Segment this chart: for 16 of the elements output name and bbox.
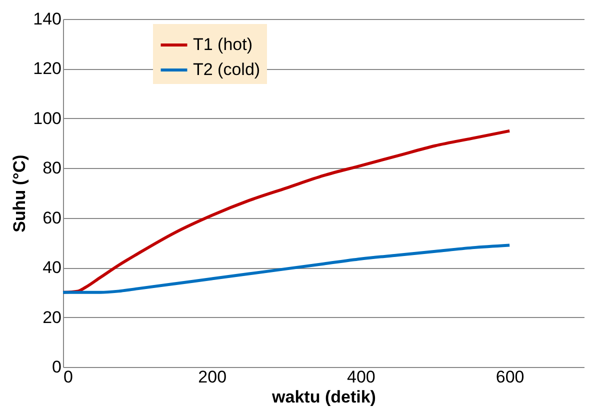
y-tick-label: 80 <box>42 158 62 178</box>
line-series <box>62 244 512 294</box>
y-tick-label: 140 <box>33 10 62 28</box>
x-axis-title: waktu (detik) <box>271 388 376 406</box>
legend-label: T2 (cold) <box>193 60 260 79</box>
x-tick-label: 0 <box>64 368 73 386</box>
legend-label: T1 (hot) <box>193 35 253 54</box>
x-tick-label: 400 <box>347 368 376 386</box>
y-tick-label: 120 <box>33 59 62 78</box>
y-tick-label: 60 <box>42 208 62 228</box>
y-axis-title: Suhu (°C) <box>10 154 30 232</box>
x-tick-label: 600 <box>496 368 524 386</box>
y-tick-label: 40 <box>42 258 62 278</box>
x-tick-label: 200 <box>198 368 227 386</box>
y-tick-label: 100 <box>33 108 62 128</box>
y-tick-label: 20 <box>42 308 62 327</box>
